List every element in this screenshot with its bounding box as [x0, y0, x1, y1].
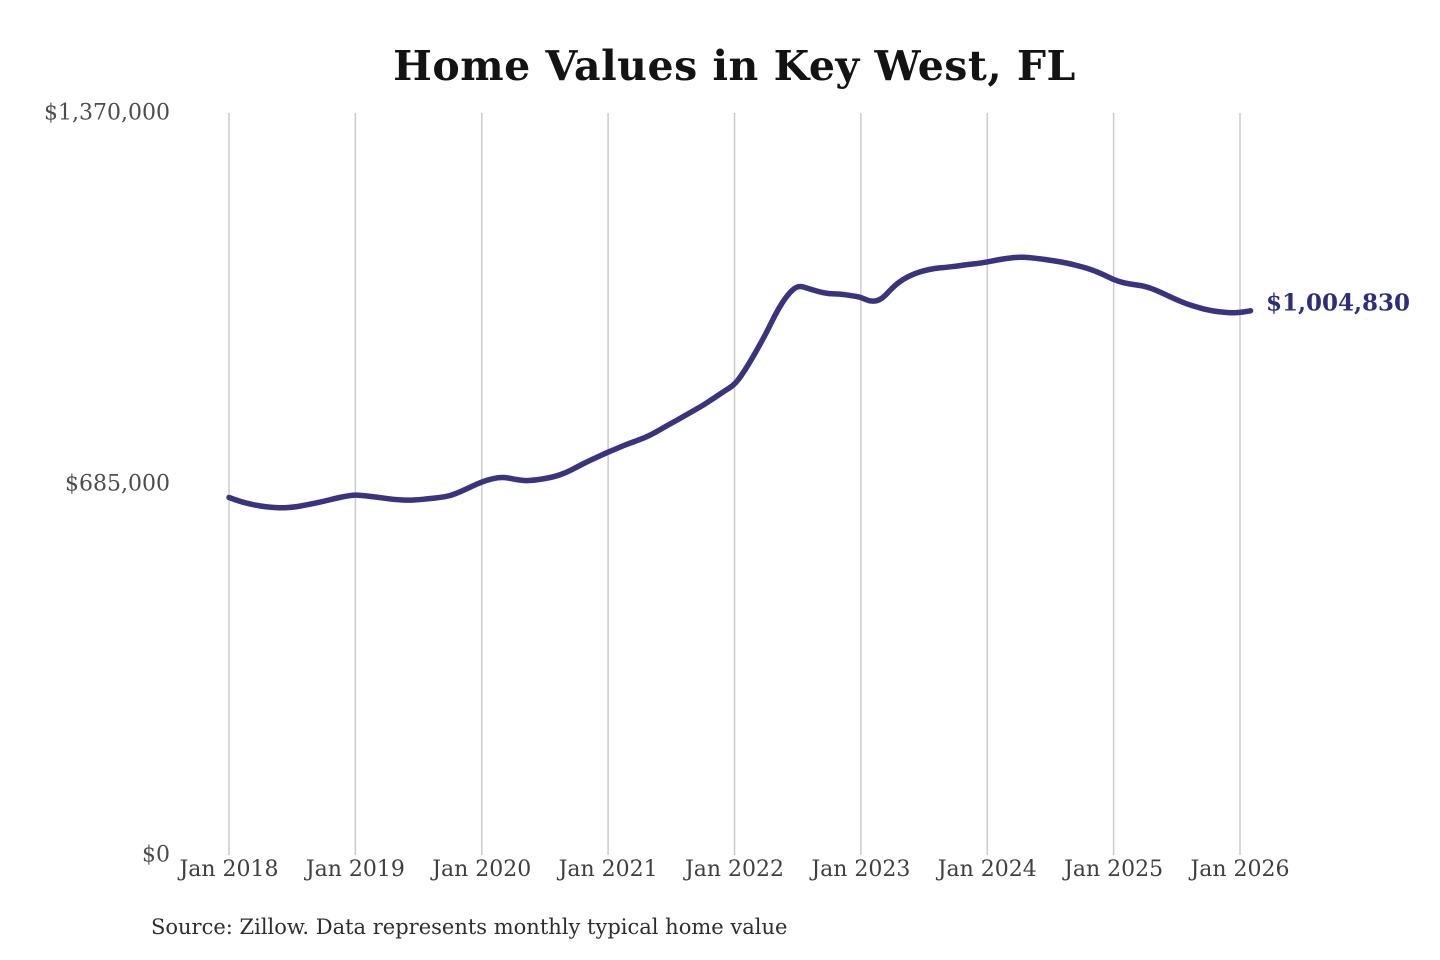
home-value-line: [226, 254, 1254, 511]
y-tick-1370000: $1,370,000: [44, 100, 170, 126]
x-tick-jan-2024: Jan 2024: [937, 857, 1037, 882]
y-tick-0: $0: [142, 842, 170, 868]
x-tick-jan-2020: Jan 2020: [432, 857, 532, 882]
chart-title: Home Values in Key West, FL: [393, 42, 1076, 90]
x-tick-jan-2025: Jan 2025: [1064, 857, 1164, 882]
x-tick-jan-2018: Jan 2018: [179, 857, 279, 882]
x-tick-jan-2023: Jan 2023: [811, 857, 911, 882]
x-tick-jan-2022: Jan 2022: [684, 857, 785, 882]
source-note: Source: Zillow. Data represents monthly …: [151, 915, 788, 939]
year-gridlines: [228, 113, 1241, 855]
x-tick-jan-2021: Jan 2021: [558, 857, 658, 882]
x-tick-jan-2026: Jan 2026: [1190, 857, 1290, 882]
y-tick-685000: $685,000: [65, 471, 170, 497]
x-tick-jan-2019: Jan 2019: [305, 857, 405, 882]
latest-value-label: $1,004,830: [1266, 289, 1411, 317]
